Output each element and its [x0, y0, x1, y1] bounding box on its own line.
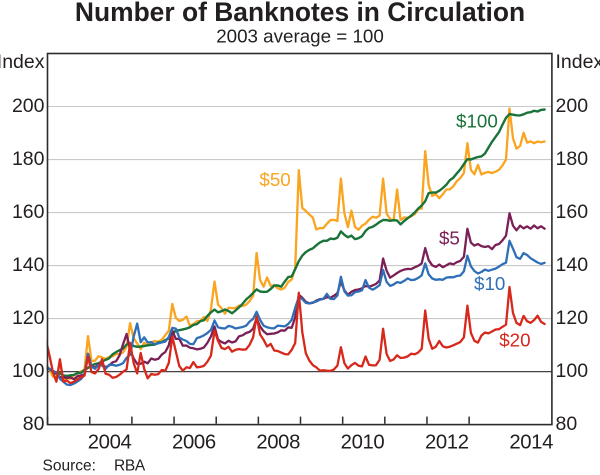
svg-text:2004: 2004 — [88, 431, 132, 453]
svg-text:80: 80 — [556, 413, 578, 435]
svg-text:200: 200 — [12, 95, 45, 117]
svg-text:100: 100 — [12, 360, 45, 382]
svg-text:$5: $5 — [439, 228, 460, 249]
svg-text:2010: 2010 — [341, 431, 385, 453]
svg-text:Source:: Source: — [43, 458, 96, 475]
svg-text:2014: 2014 — [509, 431, 553, 453]
svg-text:180: 180 — [556, 148, 589, 170]
svg-text:2006: 2006 — [172, 431, 216, 453]
svg-text:Index: Index — [0, 51, 45, 73]
svg-text:RBA: RBA — [114, 458, 146, 475]
svg-text:180: 180 — [12, 148, 45, 170]
svg-text:120: 120 — [556, 307, 589, 329]
svg-text:200: 200 — [556, 95, 589, 117]
svg-text:2012: 2012 — [425, 431, 469, 453]
svg-text:140: 140 — [12, 254, 45, 276]
svg-text:Number of Banknotes in Circula: Number of Banknotes in Circulation — [75, 0, 525, 27]
svg-text:Index: Index — [556, 51, 600, 73]
svg-text:140: 140 — [556, 254, 589, 276]
svg-text:100: 100 — [556, 360, 589, 382]
svg-text:160: 160 — [12, 201, 45, 223]
svg-text:$10: $10 — [474, 273, 505, 294]
svg-text:2003 average = 100: 2003 average = 100 — [216, 26, 384, 47]
svg-text:120: 120 — [12, 307, 45, 329]
svg-text:2008: 2008 — [256, 431, 300, 453]
svg-text:160: 160 — [556, 201, 589, 223]
svg-text:$50: $50 — [259, 169, 290, 190]
svg-text:80: 80 — [23, 413, 45, 435]
svg-text:$20: $20 — [499, 329, 530, 350]
svg-text:$100: $100 — [456, 111, 498, 132]
